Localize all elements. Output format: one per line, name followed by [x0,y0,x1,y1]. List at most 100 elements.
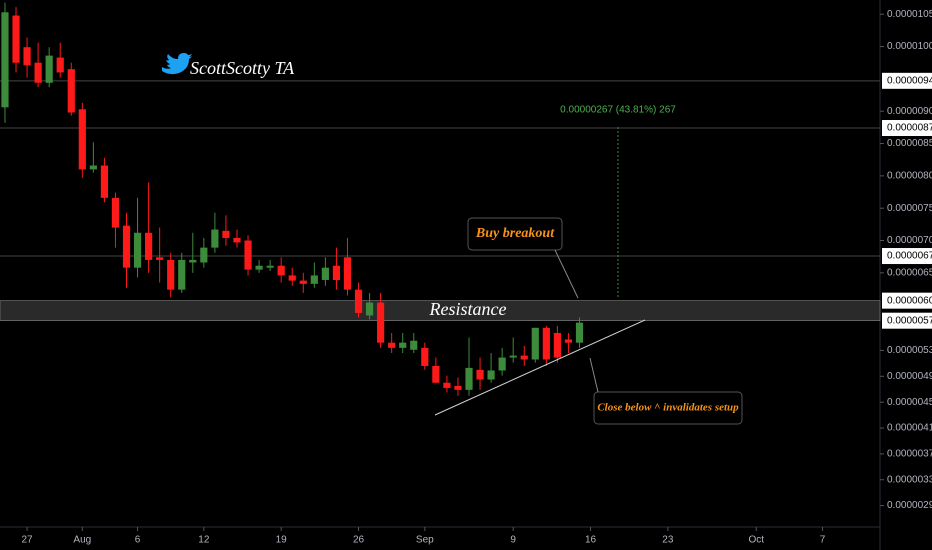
price-tag [882,312,932,329]
candle-body [410,340,418,350]
candle-body [432,365,440,383]
candle-body [133,232,142,268]
x-tick-label: 16 [585,535,597,546]
x-tick-label: 6 [135,535,141,546]
candle-body [465,367,473,390]
x-tick-label: 27 [22,535,34,546]
x-tick-label: Aug [73,535,91,546]
candle-body [111,197,120,228]
resistance-label: Resistance [429,299,507,319]
price-tag-label: 0.00000874 [887,123,932,134]
candle-body [122,225,131,268]
candle-body [200,247,208,263]
candle-body [100,165,108,198]
note-pointer [554,249,579,299]
candle-body [277,265,285,276]
candle-body [34,62,42,83]
candle-body [310,275,318,284]
note-text: Buy breakout [475,226,555,241]
candle-body [78,109,86,170]
note-box [467,217,563,251]
candle-body [211,229,219,248]
price-tag [882,248,932,265]
candle-body [244,240,252,270]
x-tick-label: 9 [510,535,516,546]
candle-body [520,355,528,360]
candle-body [377,302,385,343]
candle-body [531,327,539,360]
x-tick-label: 26 [353,535,365,546]
measure-label: 0.00000267 (43.81%) 267 [560,105,676,116]
twitter-icon [162,53,192,75]
candle-body [388,342,396,348]
candle-body [178,259,186,290]
candle-body [156,257,164,260]
x-tick-label: Sep [416,535,434,546]
candle-body [399,342,407,348]
price-tag-label: 0.00000947 [887,75,932,86]
candle-body [233,237,241,243]
candle-body [332,265,341,280]
candle-body [189,259,197,263]
candle-body [421,347,429,366]
candle-body [56,57,64,73]
candle-body [476,369,484,380]
candle-body [255,265,263,270]
candle-body [498,357,506,371]
price-tag-label: 0.00000607 [887,295,932,306]
x-tick-label: 19 [276,535,288,546]
candle-body [564,339,573,343]
candle-body [354,289,363,313]
candle-body [67,69,75,113]
x-tick-label: 7 [820,535,826,546]
candle-body [266,265,274,268]
candle-body [553,332,561,358]
x-tick-label: 23 [662,535,674,546]
y-tick-label: 0.00000290 [887,500,932,511]
candle-body [12,15,20,63]
price-tag [882,72,932,89]
candle-body [299,280,307,284]
candle-body [1,12,9,108]
candle-body [222,230,230,238]
candle-body [365,302,374,316]
note-box [593,391,743,425]
candle-body [167,259,175,290]
candle-body [542,327,550,360]
plot [0,2,881,396]
price-tag-label: 0.00000576 [887,315,932,326]
candle-body [443,382,451,388]
candle-body [343,257,352,290]
trend-line [434,319,646,416]
candle-body [487,370,495,380]
candle-body [23,47,31,66]
x-tick-label: Oct [748,535,764,546]
candle-body [45,55,53,83]
note-pointer [589,357,599,393]
price-tag-label: 0.00000676 [887,251,932,262]
candle-body [321,267,329,280]
candle-body [89,165,97,170]
note-text: Close below ^ invalidates setup [597,402,739,414]
candle-body [509,355,517,358]
candle-body [454,385,462,390]
author-label: ScottScotty TA [190,58,295,78]
resistance-zone [0,300,881,321]
candle-body [288,275,296,281]
price-tag [882,120,932,137]
